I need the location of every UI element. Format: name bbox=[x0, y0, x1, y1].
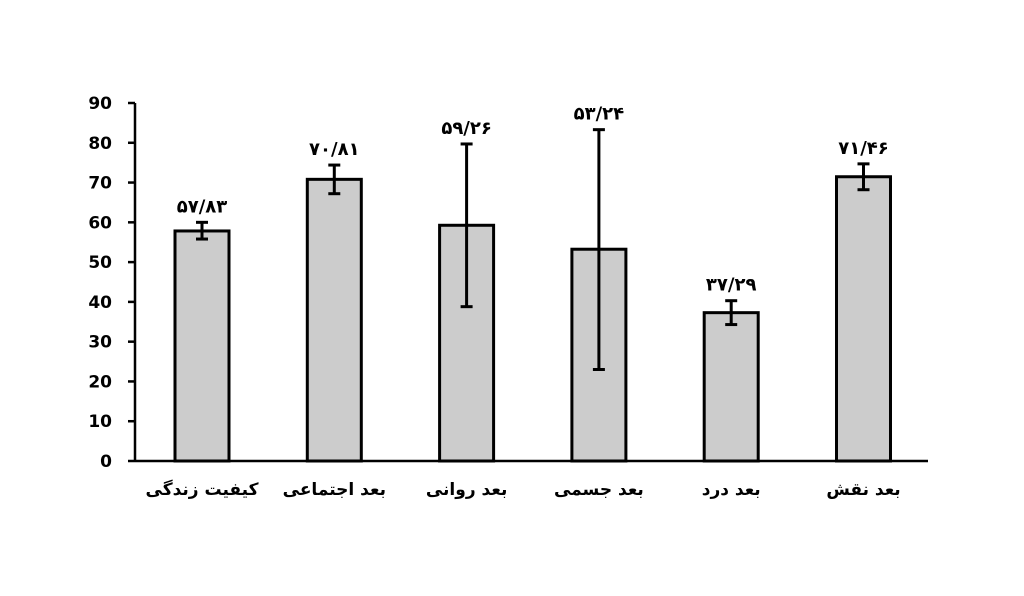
y-tick-label: 20 bbox=[88, 372, 112, 392]
category-label: بعد درد bbox=[702, 480, 761, 500]
bar bbox=[835, 175, 892, 463]
y-tick-label: 0 bbox=[100, 452, 112, 472]
axes: کیفیت زندگی بعد اجتماعی بعد روانی بعد جسمی ب… bbox=[88, 94, 928, 500]
error-bars-layer bbox=[196, 128, 870, 372]
bar bbox=[305, 177, 363, 463]
y-tick-label: 70 bbox=[88, 174, 112, 194]
data-label: ۵۷/۸۳ bbox=[177, 196, 228, 217]
data-label: ۵۳/۲۴ bbox=[574, 104, 625, 125]
y-tick-label: 10 bbox=[88, 412, 112, 432]
category-label: کیفیت زندگی bbox=[146, 479, 259, 500]
data-labels-layer: ۵۷/۸۳ ۷۰/۸۱ ۵۹/۲۶ ۵۳/۲۴ ۳۷/۲۹ ۷۱/۴۶ bbox=[177, 104, 889, 296]
data-label: ۷۰/۸۱ bbox=[309, 139, 360, 160]
data-label: ۷۱/۴۶ bbox=[838, 138, 889, 159]
y-tick-label: 50 bbox=[88, 253, 112, 273]
category-label: بعد روانی bbox=[426, 480, 507, 500]
bars-layer bbox=[173, 175, 892, 463]
data-label: ۵۹/۲۶ bbox=[441, 118, 492, 139]
y-tick-label: 30 bbox=[88, 333, 112, 353]
category-label: بعد اجتماعی bbox=[283, 480, 386, 500]
y-tick-label: 40 bbox=[88, 293, 112, 313]
y-tick-label: 90 bbox=[88, 94, 112, 114]
data-label: ۳۷/۲۹ bbox=[706, 275, 757, 296]
category-label: بعد جسمی bbox=[554, 480, 644, 500]
bar bbox=[173, 229, 231, 463]
category-label: بعد نقش bbox=[826, 480, 900, 500]
y-tick-label: 80 bbox=[88, 134, 112, 154]
bar bbox=[702, 311, 760, 463]
y-tick-label: 60 bbox=[88, 213, 112, 233]
